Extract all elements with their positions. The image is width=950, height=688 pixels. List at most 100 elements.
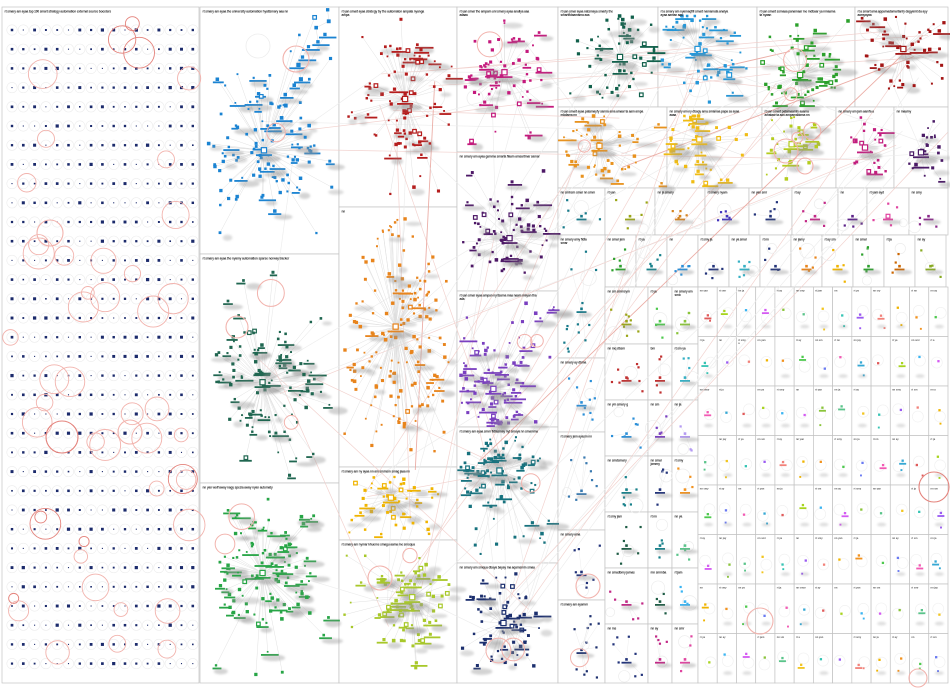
singleton-box[interactable]: [716, 385, 737, 436]
singleton-box[interactable]: [889, 336, 910, 387]
singleton-box[interactable]: [755, 484, 776, 535]
singleton-box[interactable]: [889, 484, 910, 535]
singleton-box[interactable]: [774, 484, 795, 535]
singleton-box[interactable]: [793, 534, 814, 585]
singleton-box[interactable]: [736, 484, 757, 535]
singleton-box[interactable]: [813, 633, 833, 684]
singleton-box[interactable]: [909, 534, 930, 585]
mini-group-box[interactable]: [791, 187, 839, 236]
singleton-box[interactable]: [716, 633, 737, 684]
mini-group-box[interactable]: [557, 187, 606, 236]
singleton-box[interactable]: [870, 286, 891, 337]
singleton-box[interactable]: [832, 336, 853, 387]
group-label: nn ms: [608, 627, 617, 631]
mini-group-box[interactable]: [704, 187, 750, 236]
mini-group-box[interactable]: [557, 529, 606, 601]
mini-group-box[interactable]: [837, 187, 868, 236]
singleton-box[interactable]: [928, 583, 949, 634]
singleton-box[interactable]: [928, 286, 949, 337]
isolates-grid-box[interactable]: [1, 6, 200, 684]
singleton-box[interactable]: [870, 484, 891, 535]
mini-group-box[interactable]: [671, 399, 699, 457]
mini-group-box[interactable]: [914, 234, 947, 288]
singleton-box[interactable]: [928, 484, 949, 535]
singleton-box[interactable]: [736, 583, 757, 634]
singleton-box[interactable]: [774, 534, 795, 585]
singleton-box[interactable]: [755, 435, 776, 486]
mini-group-box[interactable]: [671, 623, 699, 684]
singleton-box[interactable]: [889, 286, 910, 337]
group-label: nn smary am ny dbagy ama smamaa papa sa …: [670, 110, 740, 114]
singleton-box[interactable]: [909, 336, 930, 387]
group-label: rt nn: [763, 238, 770, 242]
singleton-box[interactable]: [832, 633, 853, 684]
mini-group-box[interactable]: [557, 599, 606, 684]
cluster-box-g-navy[interactable]: [456, 562, 559, 684]
mini-group-box[interactable]: [604, 511, 649, 569]
mini-group-box[interactable]: [666, 234, 699, 288]
singleton-box[interactable]: [870, 534, 891, 585]
singleton-box[interactable]: [697, 286, 718, 337]
mini-group-box[interactable]: [728, 234, 761, 288]
mini-group-box[interactable]: [697, 234, 730, 288]
singleton-box[interactable]: [909, 286, 930, 337]
singleton-box[interactable]: [736, 633, 757, 684]
group-label: aamyayaa: [858, 13, 872, 17]
singleton-box[interactable]: [813, 286, 833, 337]
singleton-box[interactable]: [755, 385, 776, 436]
singleton-box[interactable]: [832, 583, 853, 634]
singleton-box[interactable]: [928, 534, 949, 585]
mini-group-box[interactable]: [883, 234, 916, 288]
singleton-box[interactable]: [832, 484, 853, 535]
singleton-box[interactable]: [697, 583, 718, 634]
singleton-box[interactable]: [889, 435, 910, 486]
singleton-box[interactable]: [813, 583, 833, 634]
singleton-box[interactable]: [793, 385, 814, 436]
mini-group-box[interactable]: [821, 234, 854, 288]
singleton-box[interactable]: [909, 484, 930, 535]
singleton-box[interactable]: [697, 534, 718, 585]
singleton-box[interactable]: [889, 633, 910, 684]
singleton-box[interactable]: [909, 385, 930, 436]
mini-group-box[interactable]: [671, 455, 699, 513]
mini-group: nn sm smmsym: [605, 290, 640, 342]
singleton-box[interactable]: [793, 633, 814, 684]
singleton-box[interactable]: [870, 583, 891, 634]
singleton-box[interactable]: [851, 583, 872, 634]
singleton-box[interactable]: [870, 336, 891, 387]
singleton-box[interactable]: [736, 534, 757, 585]
mini-group-box[interactable]: [908, 187, 949, 236]
singleton-box[interactable]: [774, 336, 795, 387]
singleton-box[interactable]: [928, 633, 949, 684]
singleton-box[interactable]: [832, 534, 853, 585]
group-label: nn ya: [675, 515, 683, 519]
group-label: rt a smary am nyamaqfill smart namamata …: [661, 10, 729, 14]
singleton-box[interactable]: [909, 583, 930, 634]
mini-group-box[interactable]: [604, 567, 649, 625]
singleton-box[interactable]: [851, 385, 872, 436]
mini-group-box[interactable]: [647, 343, 673, 401]
singleton-box[interactable]: [793, 484, 814, 535]
mini-group-box[interactable]: [647, 567, 673, 625]
mini-group-box[interactable]: [647, 511, 673, 569]
singleton-box[interactable]: [774, 583, 795, 634]
mini-group-box[interactable]: [604, 343, 649, 401]
singleton-box[interactable]: [870, 633, 891, 684]
cluster-box-g-teal[interactable]: [456, 426, 559, 564]
singleton-box[interactable]: [736, 435, 757, 486]
mini-group: nn smdsmary: [608, 459, 644, 514]
mini-group-box[interactable]: [604, 623, 649, 684]
mini-group-box[interactable]: [647, 286, 673, 345]
singleton-box[interactable]: [736, 286, 757, 337]
singleton-box[interactable]: [697, 484, 718, 535]
cluster-box-g-darkgreen[interactable]: [199, 253, 340, 484]
singleton-box[interactable]: [909, 435, 930, 486]
mini-group-box[interactable]: [671, 511, 699, 569]
singleton-box[interactable]: [832, 435, 853, 486]
group-label: nn smar: [651, 459, 663, 463]
singleton-box[interactable]: [736, 385, 757, 436]
singleton-box[interactable]: [697, 435, 718, 486]
singleton-box[interactable]: [813, 336, 833, 387]
singleton-box[interactable]: [870, 385, 891, 436]
mini-group-box[interactable]: [671, 567, 699, 625]
